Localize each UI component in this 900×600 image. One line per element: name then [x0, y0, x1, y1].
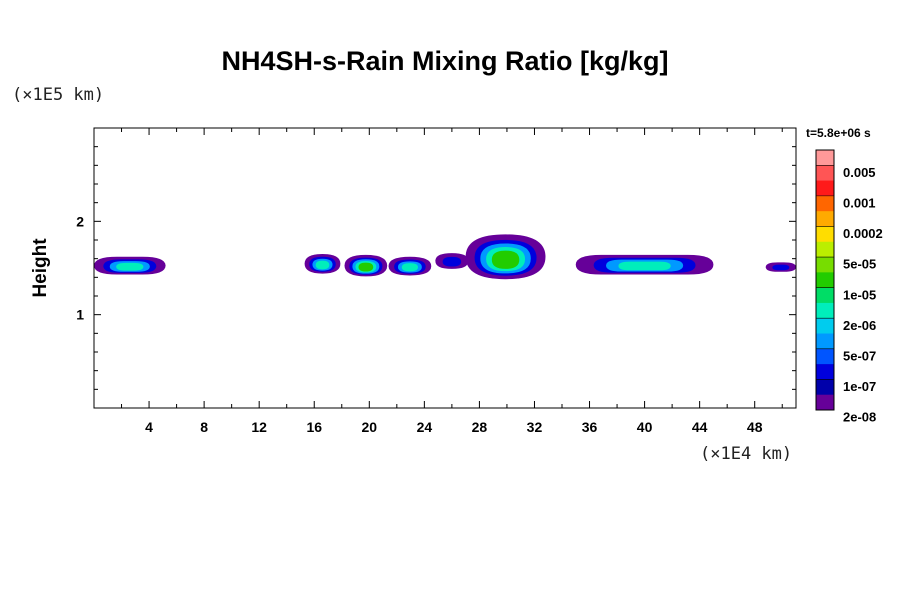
colorbar-swatch — [816, 226, 834, 243]
x-tick-label: 36 — [582, 419, 598, 435]
colorbar-swatch — [816, 394, 834, 411]
x-tick-label: 12 — [251, 419, 267, 435]
colorbar-swatch — [816, 165, 834, 182]
plot-area — [94, 234, 796, 280]
contour-level-4-1 — [442, 256, 462, 267]
colorbar-label: 2e-06 — [843, 318, 876, 333]
x-tick-label: 24 — [417, 419, 433, 435]
colorbar-label: 0.005 — [843, 165, 876, 180]
contour-feature-7 — [765, 262, 796, 272]
y-axis-unit-label: (×1E5 km) — [12, 85, 105, 105]
contour-level-3-3 — [401, 263, 419, 272]
colorbar-swatch — [816, 211, 834, 227]
contour-level-0-3 — [116, 262, 144, 271]
contour-level-1-3 — [315, 260, 330, 270]
time-label: t=5.8e+06 s — [806, 126, 871, 140]
colorbar-swatch — [816, 348, 834, 365]
x-tick-label: 32 — [527, 419, 543, 435]
colorbar-swatch — [816, 318, 834, 335]
contour-level-7-1 — [772, 264, 790, 271]
colorbar-swatch — [816, 302, 834, 319]
colorbar-label: 0.001 — [843, 196, 876, 211]
x-tick-label: 44 — [692, 419, 708, 435]
colorbar-swatch — [816, 272, 834, 289]
colorbar-swatch — [816, 364, 834, 380]
x-tick-label: 48 — [747, 419, 763, 435]
colorbar-swatch — [816, 257, 834, 273]
x-tick-label: 40 — [637, 419, 653, 435]
contour-feature-4 — [435, 253, 469, 269]
contour-feature-5 — [465, 234, 546, 280]
colorbar-label: 2e-08 — [843, 410, 876, 425]
colorbar-label: 0.0002 — [843, 226, 883, 241]
contour-feature-6 — [575, 254, 714, 275]
colorbar-swatch — [816, 180, 834, 197]
colorbar-label: 1e-05 — [843, 287, 876, 302]
plot-frame — [93, 127, 797, 409]
colorbar-label: 1e-07 — [843, 379, 876, 394]
colorbar-swatch — [816, 379, 834, 396]
colorbar-swatch — [816, 241, 834, 258]
x-tick-label: 16 — [306, 419, 322, 435]
contour-feature-2 — [344, 254, 388, 277]
x-axis-unit-label: (×1E4 km) — [700, 444, 793, 464]
x-tick-label: 8 — [200, 419, 208, 435]
contour-feature-1 — [304, 254, 341, 274]
contour-level-6-3 — [618, 261, 671, 271]
colorbar-swatch — [816, 195, 834, 212]
contour-feature-3 — [388, 256, 432, 276]
colorbar-swatch — [816, 150, 834, 166]
chart-title: NH4SH-s-Rain Mixing Ratio [kg/kg] — [221, 46, 669, 76]
contour-feature-0 — [94, 256, 166, 275]
contour-level-5-4 — [491, 250, 520, 269]
colorbar-swatch — [816, 333, 834, 350]
y-tick-label: 2 — [76, 213, 84, 229]
colorbar-label: 5e-05 — [843, 257, 876, 272]
colorbar-label: 5e-07 — [843, 348, 876, 363]
x-tick-label: 4 — [145, 419, 153, 435]
colorbar: 0.005 0.001 0.0002 5e-05 1e-05 2e-06 5e-07 1e-0… — [815, 149, 883, 425]
y-tick-label: 1 — [76, 307, 84, 323]
contour-level-2-4 — [358, 262, 374, 272]
colorbar-swatch — [816, 287, 834, 304]
x-tick-label: 28 — [472, 419, 488, 435]
x-tick-label: 20 — [362, 419, 378, 435]
